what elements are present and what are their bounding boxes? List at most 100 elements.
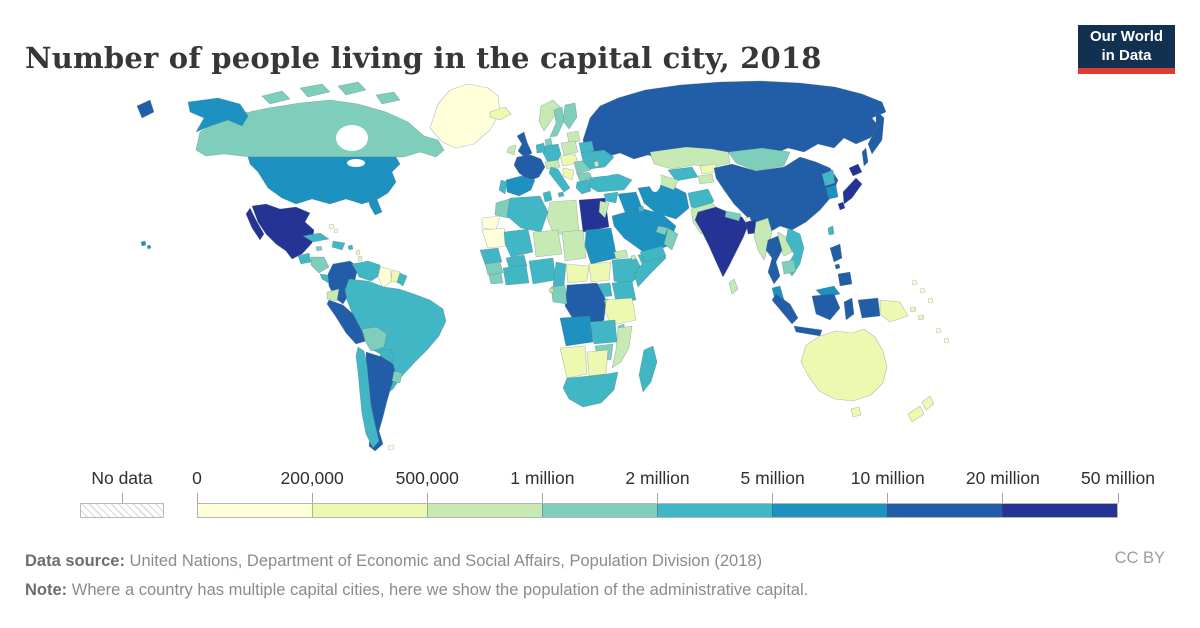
country-philippines[interactable]: [829, 243, 853, 287]
country-ireland[interactable]: [506, 144, 517, 156]
country-indonesia-sulawesi[interactable]: [843, 297, 855, 321]
legend-bin-b8[interactable]: [1002, 504, 1117, 517]
country-usa[interactable]: [247, 156, 401, 205]
country-australia-tasmania[interactable]: [850, 406, 862, 418]
legend-bin-b7[interactable]: [887, 504, 1002, 517]
country-canada-arctic-3[interactable]: [337, 81, 367, 96]
country-china[interactable]: [713, 156, 839, 233]
legend-bin-b1[interactable]: [198, 504, 312, 517]
country-belarus[interactable]: [578, 140, 595, 154]
country-ivory-coast-ghana[interactable]: [502, 264, 530, 286]
country-guyana[interactable]: [377, 266, 393, 289]
country-niger[interactable]: [532, 229, 563, 258]
country-puerto-rico[interactable]: [347, 244, 354, 251]
country-greenland[interactable]: [429, 83, 501, 149]
country-kazakhstan[interactable]: [649, 146, 731, 170]
country-falkland-islands[interactable]: [387, 444, 395, 451]
country-benelux[interactable]: [535, 142, 546, 154]
country-canada-arctic-1[interactable]: [261, 90, 291, 105]
country-norway[interactable]: [538, 99, 561, 132]
country-chad[interactable]: [561, 229, 587, 262]
legend-bin-b2[interactable]: [312, 504, 427, 517]
country-tajikistan[interactable]: [697, 173, 715, 185]
country-western-sahara[interactable]: [481, 215, 501, 231]
country-baltics[interactable]: [566, 130, 581, 144]
country-thailand[interactable]: [765, 235, 783, 285]
country-namibia[interactable]: [559, 345, 588, 379]
country-mali[interactable]: [503, 228, 534, 258]
country-ukraine[interactable]: [580, 149, 615, 170]
country-bahamas[interactable]: [328, 223, 339, 234]
country-balkans[interactable]: [562, 167, 575, 181]
country-nepal[interactable]: [724, 210, 742, 222]
country-canada-arctic-2[interactable]: [299, 83, 331, 98]
country-uk[interactable]: [516, 131, 533, 159]
country-moldova[interactable]: [593, 160, 600, 168]
country-equatorial-guinea[interactable]: [548, 287, 555, 294]
country-senegal-gambia[interactable]: [479, 247, 503, 265]
country-turkey[interactable]: [587, 173, 633, 193]
country-spain[interactable]: [505, 175, 536, 197]
country-papua-new-guinea[interactable]: [879, 299, 925, 323]
legend-bin-b4[interactable]: [542, 504, 657, 517]
country-south-korea[interactable]: [825, 184, 839, 200]
country-botswana[interactable]: [586, 349, 609, 377]
country-sweden[interactable]: [549, 106, 565, 138]
country-yemen[interactable]: [639, 245, 667, 263]
country-usa-alaska[interactable]: [187, 97, 249, 133]
country-libya[interactable]: [546, 199, 580, 236]
country-algeria[interactable]: [506, 195, 549, 233]
legend-no-data-swatch[interactable]: [80, 503, 164, 518]
country-djibouti[interactable]: [630, 254, 637, 261]
license-badge[interactable]: CC BY: [1114, 549, 1165, 567]
country-eritrea[interactable]: [613, 249, 629, 260]
country-tunisia[interactable]: [542, 190, 553, 203]
country-indonesia-borneo[interactable]: [811, 293, 841, 321]
country-zambia[interactable]: [589, 319, 618, 345]
country-russia-chukotka[interactable]: [136, 99, 155, 119]
country-canada-arctic-4[interactable]: [375, 91, 401, 105]
country-north-korea[interactable]: [821, 169, 836, 187]
country-gabon-congo[interactable]: [550, 284, 568, 305]
country-israel-jordan[interactable]: [598, 200, 610, 219]
country-mongolia[interactable]: [727, 147, 791, 172]
country-australia[interactable]: [800, 328, 888, 402]
country-japan-honshu[interactable]: [842, 177, 863, 205]
country-poland[interactable]: [560, 140, 579, 156]
country-tanzania[interactable]: [604, 297, 637, 326]
country-indonesia-sumatra[interactable]: [771, 293, 799, 325]
country-mexico-baja[interactable]: [245, 207, 265, 241]
country-cambodia[interactable]: [781, 259, 797, 275]
country-uruguay[interactable]: [391, 370, 403, 384]
country-honduras-nicaragua[interactable]: [310, 256, 330, 274]
country-venezuela[interactable]: [351, 260, 383, 282]
country-iceland[interactable]: [489, 106, 512, 121]
country-switzerland-austria[interactable]: [544, 159, 561, 170]
country-russia[interactable]: [582, 80, 887, 160]
legend-bin-b6[interactable]: [772, 504, 887, 517]
legend-bin-b3[interactable]: [427, 504, 542, 517]
legend-bin-b5[interactable]: [657, 504, 772, 517]
country-usa-hawaii[interactable]: [140, 240, 152, 250]
country-bolivia[interactable]: [361, 326, 388, 352]
country-kenya[interactable]: [611, 280, 637, 303]
country-south-sudan[interactable]: [588, 261, 612, 283]
country-uae-qatar[interactable]: [655, 225, 669, 236]
country-russia-kamchatka[interactable]: [867, 109, 885, 155]
country-peru[interactable]: [326, 299, 367, 345]
owid-logo[interactable]: Our World in Data: [1078, 25, 1175, 74]
country-angola[interactable]: [559, 315, 594, 347]
country-indonesia-java[interactable]: [793, 325, 823, 337]
country-kuwait[interactable]: [637, 205, 645, 213]
country-south-africa[interactable]: [562, 371, 619, 408]
country-mozambique[interactable]: [611, 325, 633, 369]
country-japan-kyushu[interactable]: [837, 201, 846, 211]
country-nigeria[interactable]: [528, 257, 557, 285]
country-pacific-islands[interactable]: [911, 279, 950, 344]
country-sierra-leone-liberia[interactable]: [488, 272, 504, 285]
country-burkina-faso[interactable]: [505, 254, 528, 269]
country-new-zealand[interactable]: [907, 395, 935, 423]
country-finland[interactable]: [562, 102, 578, 130]
country-japan-hokkaido[interactable]: [848, 163, 863, 177]
country-cuba[interactable]: [302, 232, 330, 243]
